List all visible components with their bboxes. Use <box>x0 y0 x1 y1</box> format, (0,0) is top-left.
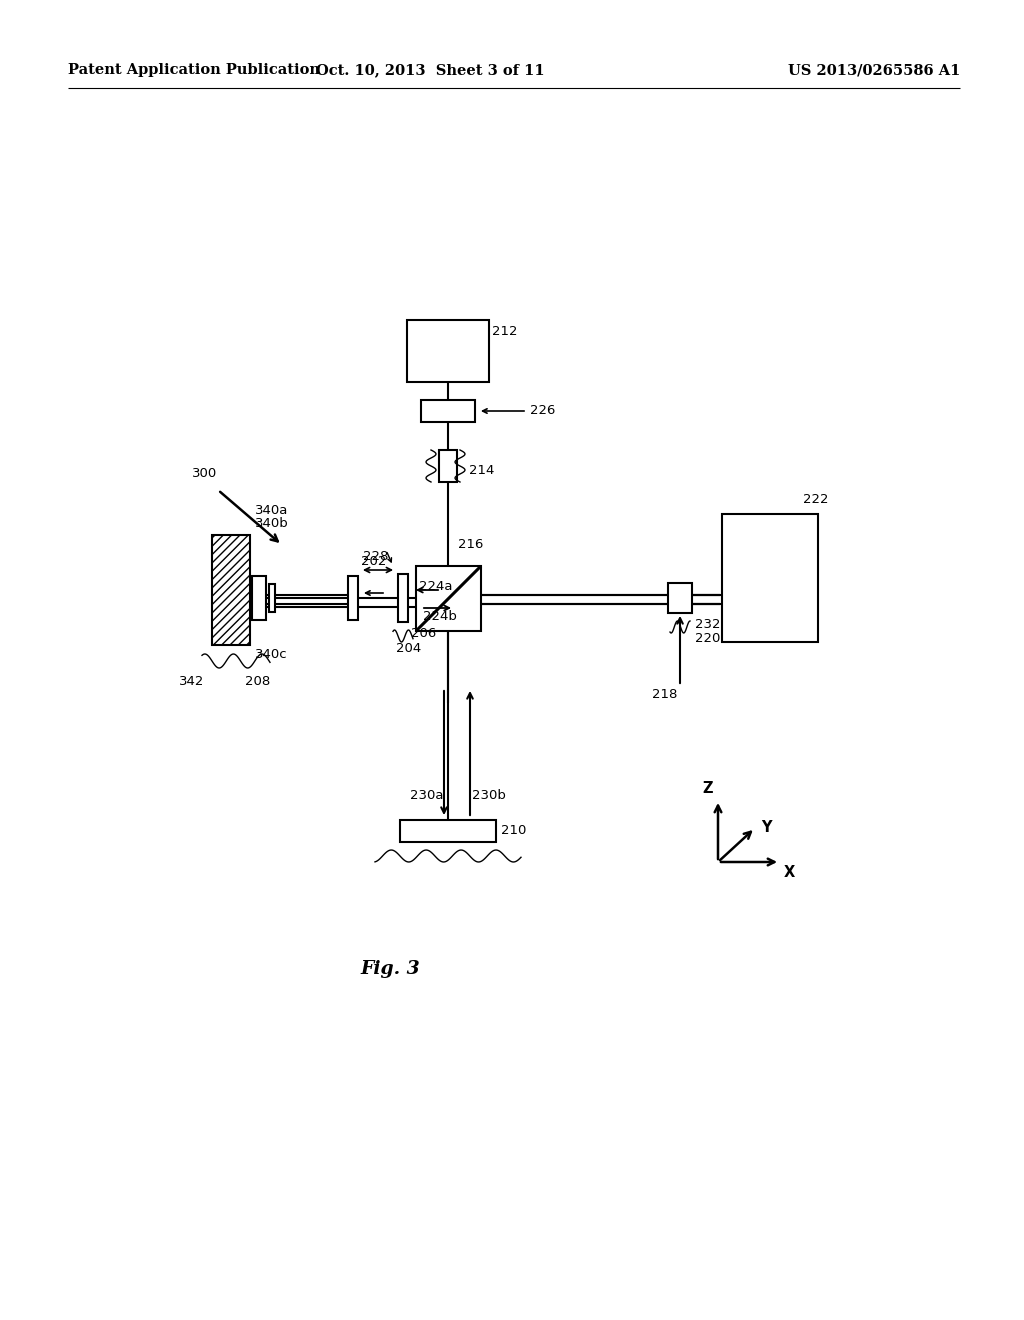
Text: 222: 222 <box>803 492 828 506</box>
Text: Patent Application Publication: Patent Application Publication <box>68 63 319 77</box>
Bar <box>416 566 481 631</box>
Text: 212: 212 <box>492 325 517 338</box>
Text: 210: 210 <box>501 825 526 837</box>
Text: US 2013/0265586 A1: US 2013/0265586 A1 <box>787 63 961 77</box>
Text: 202: 202 <box>361 554 386 568</box>
Text: 208: 208 <box>245 675 270 688</box>
Text: 226: 226 <box>530 404 555 417</box>
Text: Oct. 10, 2013  Sheet 3 of 11: Oct. 10, 2013 Sheet 3 of 11 <box>315 63 545 77</box>
Text: 216: 216 <box>458 539 483 550</box>
Text: 340c: 340c <box>255 648 288 661</box>
Text: 224b: 224b <box>423 610 457 623</box>
Bar <box>439 450 457 482</box>
Bar <box>348 576 358 620</box>
Text: Z: Z <box>702 781 713 796</box>
Bar <box>212 535 250 645</box>
Text: 228: 228 <box>362 550 388 564</box>
Text: Fig. 3: Fig. 3 <box>360 960 420 978</box>
Text: 230b: 230b <box>472 789 506 803</box>
Text: 204: 204 <box>396 642 421 655</box>
Text: 206: 206 <box>411 627 436 640</box>
Text: Y: Y <box>761 821 771 836</box>
Bar <box>421 400 475 422</box>
Bar <box>269 583 275 612</box>
Text: 340a: 340a <box>255 504 289 517</box>
Text: 340b: 340b <box>255 517 289 531</box>
Text: 218: 218 <box>651 688 677 701</box>
Bar <box>668 583 692 612</box>
Bar <box>398 574 408 622</box>
Bar <box>407 319 489 381</box>
Text: X: X <box>784 865 796 880</box>
Text: 214: 214 <box>469 465 495 478</box>
Text: 220: 220 <box>695 632 720 645</box>
Text: 342: 342 <box>178 675 204 688</box>
Text: 230a: 230a <box>410 789 443 803</box>
Text: 232: 232 <box>695 618 721 631</box>
Bar <box>252 576 266 620</box>
Bar <box>400 820 496 842</box>
Bar <box>722 513 818 642</box>
Text: 224a: 224a <box>419 579 453 593</box>
Text: 300: 300 <box>193 467 217 480</box>
